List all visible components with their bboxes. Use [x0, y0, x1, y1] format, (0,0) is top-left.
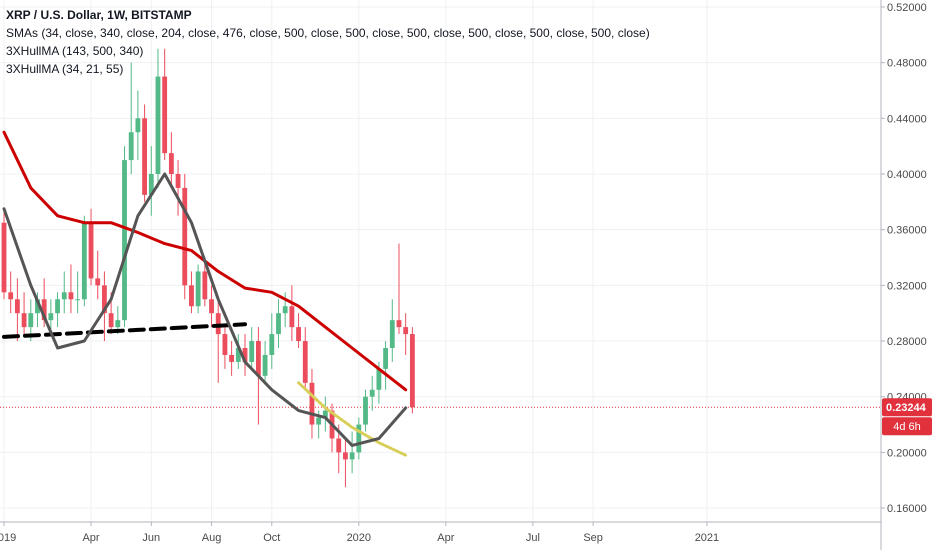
candle-body-35 — [235, 348, 241, 362]
candle-body-7 — [48, 313, 54, 321]
countdown-tag — [882, 417, 932, 436]
x-tick-label-8: Sep — [583, 532, 603, 544]
last-price-label: 0.23244 — [886, 402, 927, 414]
candle-body-51 — [343, 452, 348, 460]
candle-body-55 — [369, 389, 375, 397]
candle-body-9 — [61, 292, 67, 300]
legend-hull-short: 3XHullMA (34, 21, 55) — [6, 62, 124, 76]
candle-body-1 — [8, 292, 14, 300]
candle-body-34 — [229, 354, 235, 362]
x-tick-label-6: Apr — [437, 532, 454, 544]
candle-body-19 — [128, 132, 134, 161]
y-tick-label-5: 0.32000 — [887, 280, 927, 292]
candle-body-54 — [363, 396, 368, 425]
candle-body-43 — [289, 306, 295, 328]
candle-body-24 — [162, 76, 168, 154]
x-tick-label-5: 2020 — [347, 532, 371, 544]
candle-body-56 — [376, 368, 382, 390]
candle-body-52 — [349, 452, 355, 460]
candle-body-25 — [168, 153, 174, 174]
candle-body-61 — [409, 334, 415, 408]
x-tick-label-0: 2019 — [0, 532, 16, 544]
candle-body-22 — [148, 174, 154, 195]
candle-body-4 — [28, 313, 34, 328]
candle-body-0 — [1, 222, 7, 293]
candle-body-26 — [175, 174, 181, 188]
candle-body-37 — [249, 341, 255, 362]
candle-body-29 — [195, 271, 201, 307]
x-tick-label-4: Oct — [263, 532, 280, 544]
y-tick-label-1: 0.48000 — [887, 58, 927, 70]
y-tick-label-8: 0.20000 — [887, 447, 927, 459]
candle-body-30 — [202, 271, 208, 300]
candle-body-5 — [35, 299, 40, 314]
candle-body-14 — [95, 278, 101, 286]
candle-body-12 — [81, 222, 87, 300]
candle-body-46 — [309, 382, 315, 425]
candle-body-3 — [21, 313, 27, 328]
candle-body-40 — [269, 334, 275, 355]
candle-body-23 — [155, 76, 161, 174]
candle-body-39 — [262, 354, 268, 376]
candle-body-60 — [403, 327, 409, 335]
hull-long-line — [2, 322, 247, 339]
candle-body-42 — [282, 306, 288, 314]
hull-yellow-line — [297, 381, 408, 457]
legend: XRP / U.S. Dollar, 1W, BITSTAMP SMAs (34… — [6, 6, 650, 78]
hull-short-line — [2, 172, 408, 447]
candle-body-11 — [75, 299, 81, 301]
candle-body-20 — [135, 118, 141, 133]
candle-body-31 — [209, 299, 214, 314]
x-tick-label-1: Apr — [82, 532, 99, 544]
x-tick-label-9: 2021 — [695, 532, 719, 544]
y-tick-label-6: 0.28000 — [887, 336, 927, 348]
candle-body-13 — [88, 222, 94, 279]
x-tick-label-3: Aug — [202, 532, 222, 544]
candle-body-47 — [316, 417, 322, 425]
candle-body-53 — [356, 424, 362, 453]
y-tick-label-0: 0.52000 — [887, 2, 927, 14]
candle-body-17 — [115, 320, 121, 328]
candle-body-45 — [302, 341, 308, 383]
candle-body-16 — [108, 313, 114, 328]
candle-body-32 — [215, 313, 221, 335]
legend-hull-long: 3XHullMA (143, 500, 340) — [6, 44, 144, 58]
y-tick-label-9: 0.16000 — [887, 503, 927, 515]
candle-body-18 — [122, 160, 127, 321]
candle-body-58 — [389, 320, 395, 348]
legend-sma: SMAs (34, close, 340, close, 204, close,… — [6, 26, 650, 40]
candle-body-21 — [142, 118, 147, 195]
candle-body-2 — [14, 299, 20, 314]
countdown-label: 4d 6h — [893, 421, 921, 433]
candle-body-10 — [68, 292, 74, 300]
candle-body-6 — [41, 299, 47, 321]
last-price-tag — [882, 398, 932, 417]
y-tick-label-3: 0.40000 — [887, 169, 927, 181]
candle-body-57 — [383, 348, 389, 369]
y-tick-label-2: 0.44000 — [887, 113, 927, 125]
x-tick-label-7: Jul — [526, 532, 540, 544]
candle-body-48 — [322, 410, 328, 418]
candle-body-59 — [396, 320, 402, 328]
candle-body-41 — [276, 313, 281, 335]
legend-title: XRP / U.S. Dollar, 1W, BITSTAMP — [6, 8, 192, 22]
candle-body-44 — [296, 327, 301, 342]
candle-body-27 — [182, 187, 188, 286]
candle-body-38 — [255, 341, 261, 376]
candle-body-50 — [336, 438, 342, 453]
x-tick-label-2: Jun — [142, 532, 160, 544]
candle-body-36 — [242, 348, 248, 362]
candle-body-33 — [222, 334, 228, 355]
candle-body-8 — [55, 299, 60, 314]
candle-body-28 — [189, 285, 194, 307]
candle-body-15 — [102, 285, 107, 314]
y-tick-label-4: 0.36000 — [887, 225, 927, 237]
